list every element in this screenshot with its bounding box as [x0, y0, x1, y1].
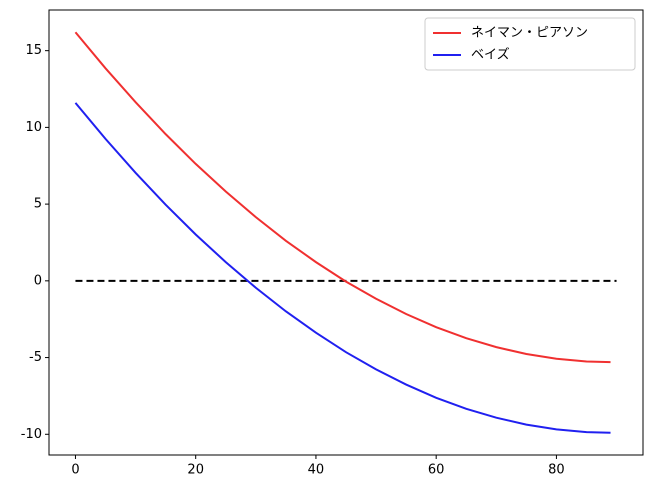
- legend-box: [424, 17, 636, 71]
- legend-label: ネイマン・ピアソン: [471, 26, 588, 41]
- series-line: [74, 31, 611, 364]
- legend-label: ベイズ: [471, 47, 510, 63]
- series-line: [74, 102, 611, 434]
- y-tick-label: 5: [34, 197, 42, 212]
- y-tick-label: 15: [25, 43, 42, 58]
- y-tick-label: -5: [29, 350, 42, 365]
- x-tick-label: 60: [428, 463, 445, 478]
- y-tick-label: 0: [34, 273, 42, 288]
- x-tick-label: 40: [308, 463, 325, 478]
- x-tick-label: 20: [187, 463, 204, 478]
- x-tick-label: 0: [71, 463, 79, 478]
- y-tick-label: -10: [21, 427, 42, 442]
- plot-frame: [48, 9, 644, 456]
- y-tick-label: 10: [25, 120, 42, 135]
- x-tick-label: 80: [548, 463, 565, 478]
